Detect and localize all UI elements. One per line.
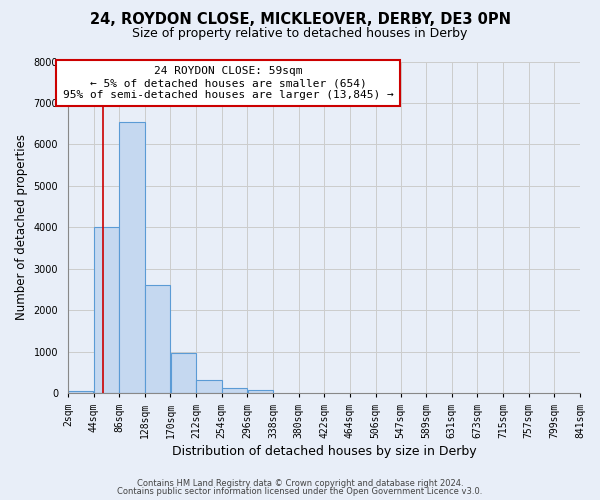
Bar: [196, 380, 221, 394]
Text: 24 ROYDON CLOSE: 59sqm
← 5% of detached houses are smaller (654)
95% of semi-det: 24 ROYDON CLOSE: 59sqm ← 5% of detached …: [63, 66, 394, 100]
Text: 24, ROYDON CLOSE, MICKLEOVER, DERBY, DE3 0PN: 24, ROYDON CLOSE, MICKLEOVER, DERBY, DE3…: [89, 12, 511, 28]
Bar: [170, 354, 196, 394]
Bar: [68, 391, 94, 394]
X-axis label: Distribution of detached houses by size in Derby: Distribution of detached houses by size …: [172, 444, 476, 458]
Text: Size of property relative to detached houses in Derby: Size of property relative to detached ho…: [133, 28, 467, 40]
Bar: [145, 286, 170, 394]
Bar: [119, 122, 145, 394]
Text: Contains public sector information licensed under the Open Government Licence v3: Contains public sector information licen…: [118, 488, 482, 496]
Y-axis label: Number of detached properties: Number of detached properties: [15, 134, 28, 320]
Text: Contains HM Land Registry data © Crown copyright and database right 2024.: Contains HM Land Registry data © Crown c…: [137, 478, 463, 488]
Bar: [248, 390, 273, 394]
Bar: [94, 228, 119, 394]
Bar: [222, 388, 247, 394]
